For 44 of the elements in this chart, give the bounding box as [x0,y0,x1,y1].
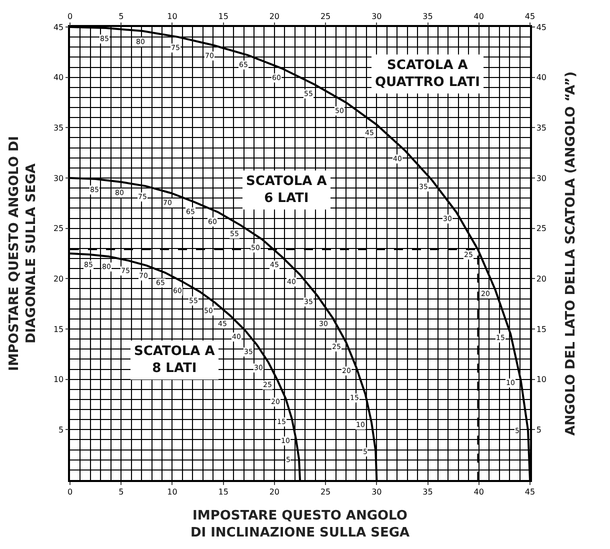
y2-tick-label: 15 [536,324,547,334]
x-tick-label: 0 [67,12,73,22]
x-tick-label: 30 [372,12,382,22]
y-tick-label: 15 [53,324,64,334]
x-tick-label: 35 [422,12,433,22]
x2-tick-label: 35 [422,487,433,496]
y2-tick-label: 40 [536,73,547,82]
x2-tick-label: 45 [524,487,536,496]
y2-tick-label: 20 [536,274,547,284]
y2-tick-label: 30 [536,174,547,183]
x-tick-label: 20 [269,12,280,22]
y-tick-label: 30 [53,174,64,183]
annotation: SCATOLA A QUATTRO LATI [375,58,480,90]
x2-tick-label: 0 [67,487,73,496]
x2-tick-label: 25 [320,487,331,496]
y-tick-label: 20 [53,274,64,284]
x2-tick-label: 30 [372,487,382,496]
x-tick-label: 25 [320,12,331,22]
x-tick-label: 10 [167,12,178,22]
y-axis-title: IMPOSTARE QUESTO ANGOLO DI DIAGONALE SULLA SEGA [7,136,39,372]
x2-tick-label: 10 [167,487,178,496]
x2-tick-label: 15 [218,487,228,496]
x-tick-label: 5 [118,12,124,22]
y-tick-label: 10 [53,375,64,384]
x-axis-title: IMPOSTARE QUESTO ANGOLO DI INCLINAZIONE SULLA SEGA [190,508,410,540]
y2-tick-label: 35 [536,123,547,132]
y2-tick-label: 10 [536,375,547,384]
y-tick-label: 35 [53,123,64,132]
y2-tick-label: 25 [536,224,547,234]
annotation: SCATOLA A 6 LATI [246,174,327,206]
x2-tick-label: 20 [269,487,280,496]
x-tick-label: 40 [474,12,484,22]
x2-tick-label: 40 [474,487,484,496]
y2-tick-label: 5 [536,425,542,434]
y-tick-label: 45 [53,22,64,32]
y-tick-label: 5 [58,425,64,434]
y2-axis-title: ANGOLO DEL LATO DELLA SCATOLA (ANGOLO “A”) [564,71,579,436]
x2-tick-label: 5 [118,487,124,496]
y-tick-label: 25 [53,224,64,234]
annotation: SCATOLA A 8 LATI [134,344,215,376]
x-tick-label: 15 [218,12,228,22]
y-tick-label: 40 [53,73,64,82]
y2-tick-label: 45 [536,22,547,32]
x-tick-label: 45 [524,12,536,22]
